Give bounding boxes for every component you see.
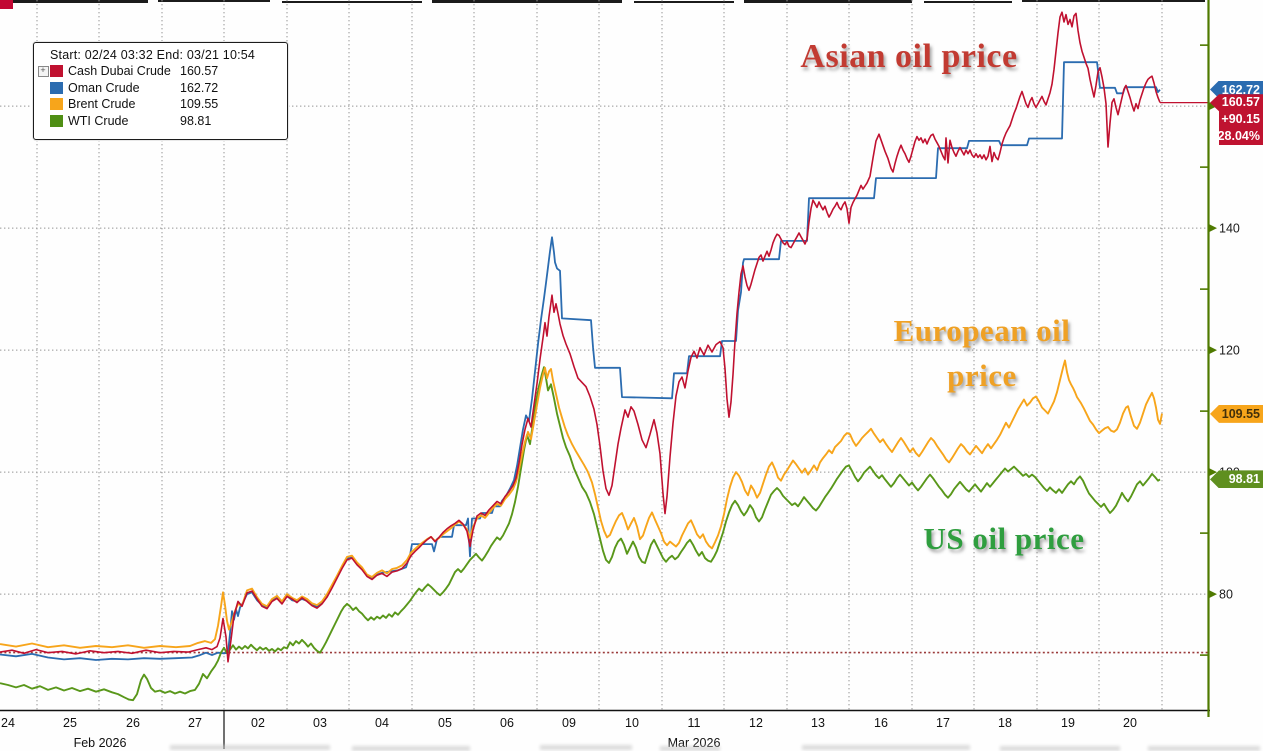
series-line-cash-dubai-crude <box>0 11 1161 663</box>
series-line-oman-crude <box>0 61 1161 661</box>
y-tick-arrow <box>1208 467 1217 477</box>
x-axis-label: 05 <box>438 716 452 730</box>
x-axis-label: 27 <box>188 716 202 730</box>
y-tick-arrow <box>1208 101 1217 111</box>
x-axis-label: 13 <box>811 716 825 730</box>
x-axis-label: 04 <box>375 716 389 730</box>
y-tick-arrow <box>1208 589 1217 599</box>
legend-series-value: 109.55 <box>180 97 219 112</box>
x-axis-label: 03 <box>313 716 327 730</box>
x-axis-label: 11 <box>688 716 701 730</box>
price-tag-line: 128.04% <box>1210 129 1260 144</box>
price-tag-line: +90.15 <box>1221 112 1260 127</box>
price-tag-wti-crude: 98.81 <box>1210 470 1263 489</box>
y-axis-label: 80 <box>1219 588 1233 602</box>
expand-icon[interactable]: + <box>37 65 49 77</box>
x-axis-label: 10 <box>625 716 639 730</box>
legend-series-value: 98.81 <box>180 113 212 128</box>
price-tag-line: 109.55 <box>1221 406 1260 421</box>
y-axis-label: 120 <box>1219 344 1240 358</box>
legend-box[interactable]: Start: 02/24 03:32 End: 03/21 10:54 + Cas… <box>33 42 288 140</box>
legend-range-label: Start: 02/24 03:32 End: 03/21 10:54 <box>50 48 256 62</box>
legend-swatch <box>50 81 63 94</box>
legend-row[interactable]: Oman Crude 162.72 <box>37 80 287 97</box>
y-tick-arrow <box>1208 345 1217 355</box>
legend-swatch <box>50 114 63 127</box>
y-axis-label: 140 <box>1219 222 1240 236</box>
x-axis-label: 26 <box>126 716 140 730</box>
legend-swatch <box>50 98 63 111</box>
legend-series-name: Brent Crude <box>68 97 136 112</box>
x-axis-label: 16 <box>874 716 888 730</box>
legend-series-name: Cash Dubai Crude <box>68 64 171 79</box>
series-line-wti-crude <box>0 366 1161 702</box>
expand-icon-slot: + <box>37 65 49 77</box>
legend-row[interactable]: Brent Crude 109.55 <box>37 96 287 113</box>
price-tag-line: 160.57 <box>1221 95 1260 110</box>
price-tag-oman-crude: 162.72 <box>1210 80 1263 99</box>
price-tag-brent-crude: 109.55 <box>1210 404 1263 423</box>
x-axis-label: 18 <box>998 716 1012 730</box>
legend-series-value: 160.57 <box>180 64 219 79</box>
legend-swatch <box>50 65 63 78</box>
x-axis-label: 06 <box>500 716 514 730</box>
legend-row[interactable]: WTI Crude 98.81 <box>37 113 287 130</box>
legend-series-name: WTI Crude <box>68 113 129 128</box>
price-tag-line: 162.72 <box>1221 82 1260 97</box>
x-axis-label: 02 <box>251 716 265 730</box>
x-axis-label: 24 <box>1 716 15 730</box>
price-tag-line: 98.81 <box>1228 472 1260 487</box>
month-label: Feb 2026 <box>74 736 127 750</box>
legend-series-name: Oman Crude <box>68 80 140 95</box>
x-axis-label: 09 <box>562 716 576 730</box>
x-axis-label: 17 <box>936 716 950 730</box>
legend-row[interactable]: + Cash Dubai Crude 160.57 <box>37 63 287 80</box>
x-axis-label: 12 <box>749 716 763 730</box>
x-axis-label: 19 <box>1061 716 1075 730</box>
y-tick-arrow <box>1208 223 1217 233</box>
x-axis-label: 20 <box>1123 716 1137 730</box>
legend-series-value: 162.72 <box>180 80 219 95</box>
series-line-brent-crude <box>0 359 1163 649</box>
x-axis-label: 25 <box>63 716 77 730</box>
